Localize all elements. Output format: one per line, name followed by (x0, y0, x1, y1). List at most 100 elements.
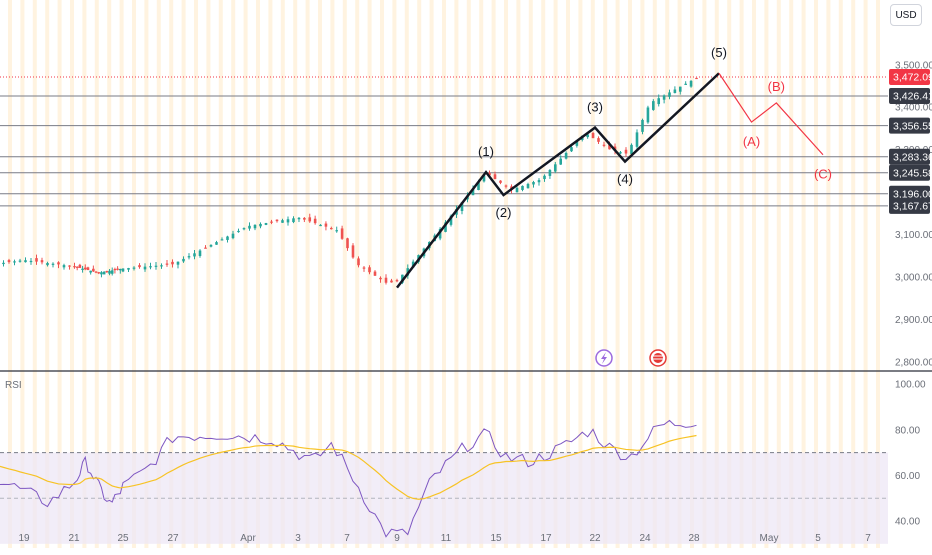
candle-body (673, 89, 677, 94)
candle-body (330, 227, 333, 230)
rsi-indicator-label[interactable]: RSI (5, 380, 22, 391)
candle-body (220, 239, 224, 241)
corrective-wave-label: (A) (743, 134, 760, 149)
impulse-wave-label: (4) (617, 172, 633, 187)
time-tick-label: Apr (240, 533, 256, 544)
candle-body (7, 260, 11, 263)
session-stripe (70, 0, 74, 548)
session-stripe (144, 0, 149, 548)
candle-body (2, 262, 5, 265)
candle-body (619, 152, 622, 154)
current-price-tag-bg[interactable] (889, 69, 930, 85)
level-price-tag-bg[interactable] (889, 164, 930, 181)
session-stripe (45, 0, 50, 548)
level-price-tag[interactable]: 3,283.36 (893, 151, 932, 163)
candle-body (602, 144, 606, 146)
candle-body (92, 268, 95, 272)
time-tick-label: 21 (68, 533, 80, 544)
session-stripe (504, 0, 508, 548)
candle-body (171, 261, 174, 265)
impulse-wave-label: (1) (478, 144, 494, 159)
current-price-tag[interactable]: 3,472.09 (893, 72, 932, 84)
level-price-tag-bg[interactable] (889, 185, 930, 202)
candle-body (165, 263, 169, 265)
candle-body (198, 250, 202, 256)
candle-body (78, 264, 82, 268)
candle-body (537, 180, 541, 183)
session-stripe (466, 0, 471, 548)
time-tick-label: 25 (117, 533, 129, 544)
level-price-tag[interactable]: 3,245.58 (893, 167, 932, 179)
earnings-flag-icon[interactable] (649, 349, 667, 367)
corrective-wave-line[interactable] (718, 72, 824, 156)
candle-body (81, 268, 84, 270)
candle-body (635, 132, 639, 147)
session-stripe (268, 0, 273, 548)
candle-body (575, 141, 579, 146)
impulse-wave-label: (2) (496, 205, 512, 220)
session-stripe (392, 0, 397, 548)
session-stripe (479, 0, 484, 548)
candle-body (668, 92, 671, 97)
candle-body (471, 188, 475, 196)
session-stripe (218, 0, 223, 548)
price-tick-label: 2,800.00 (895, 357, 932, 368)
session-stripe (491, 0, 496, 548)
candle-body (108, 270, 111, 274)
impulse-wave-line[interactable] (396, 72, 720, 289)
rsi-tick-label: 40.00 (895, 517, 920, 528)
level-price-tag[interactable]: 3,356.55 (893, 120, 932, 132)
session-stripe (628, 0, 632, 548)
session-stripe (876, 0, 880, 548)
session-stripe (82, 0, 87, 548)
session-stripe (181, 0, 186, 548)
level-price-tag-bg[interactable] (889, 87, 930, 104)
currency-button[interactable]: USD (890, 4, 922, 26)
candle-body (97, 272, 101, 274)
candle-body (532, 182, 535, 185)
candle-body (110, 270, 114, 274)
session-stripe (826, 0, 831, 548)
level-price-tag[interactable]: 3,426.41 (893, 91, 932, 103)
time-tick-label: 15 (490, 533, 502, 544)
level-price-tag-bg[interactable] (889, 117, 930, 134)
candle-body (149, 266, 152, 268)
candle-body (83, 267, 87, 270)
impulse-wave-label: (3) (587, 100, 603, 115)
candle-body (226, 236, 229, 240)
candle-body (264, 223, 268, 225)
candle-body (641, 119, 644, 132)
candle-body (29, 260, 33, 263)
level-price-tag-bg[interactable] (889, 197, 930, 214)
candle-body (504, 185, 508, 187)
session-stripe (194, 0, 198, 548)
candle-body (35, 258, 38, 262)
lightning-event-icon[interactable] (595, 349, 613, 367)
candle-body (121, 268, 125, 272)
price-tick-label: 3,500.00 (895, 60, 932, 71)
session-stripe (553, 0, 558, 548)
level-price-tag[interactable]: 3,167.67 (893, 201, 932, 213)
candle-body (86, 267, 90, 271)
session-stripe (652, 0, 657, 548)
session-stripe (615, 0, 620, 548)
candle-body (209, 244, 213, 247)
session-stripe (355, 0, 360, 548)
price-tick-label: 3,100.00 (895, 230, 932, 241)
candle-body (657, 98, 661, 105)
level-price-tag[interactable]: 3,196.00 (893, 188, 932, 200)
session-stripe (851, 0, 856, 548)
candle-body (176, 261, 180, 265)
session-stripe (566, 0, 570, 548)
candle-body (390, 280, 393, 283)
level-price-tag-bg[interactable] (889, 148, 930, 165)
candle-body (340, 228, 344, 239)
session-stripe (132, 0, 136, 548)
session-stripe (8, 0, 12, 548)
candle-body (564, 152, 568, 159)
candle-body (460, 202, 464, 211)
candle-body (215, 242, 218, 245)
candle-body (303, 217, 306, 220)
